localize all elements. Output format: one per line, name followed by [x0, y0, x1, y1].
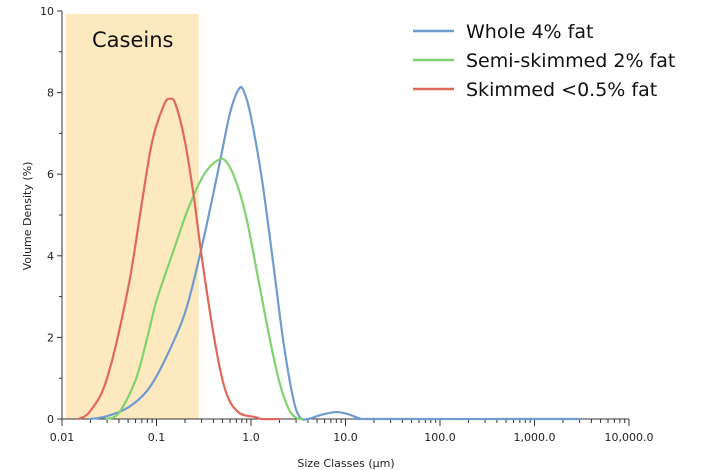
y-tick-label: 2	[47, 331, 54, 344]
y-tick-label: 6	[47, 168, 54, 181]
x-axis-title: Size Classes (µm)	[297, 457, 394, 470]
x-tick-label: 100.0	[424, 431, 456, 444]
y-tick-label: 0	[47, 413, 54, 426]
x-tick-label: 1.0	[242, 431, 260, 444]
series-layer	[77, 85, 581, 421]
y-tick-label: 4	[47, 250, 54, 263]
x-tick-label: 0.1	[148, 431, 166, 444]
series-line-2	[105, 157, 304, 421]
x-tick-label: 1,000.0	[514, 431, 556, 444]
band-label-caseins: Caseins	[92, 28, 173, 52]
legend-label-2: Semi-skimmed 2% fat	[466, 50, 675, 72]
highlight-band-layer	[66, 14, 199, 419]
axes: 0 2 4 6 8 10 0.01 0.1 1.0 10.0 100.0 1,000.0 10,000.…	[40, 5, 653, 444]
y-tick-label: 8	[47, 87, 54, 100]
series-line-3	[77, 97, 281, 421]
y-tick-label: 10	[40, 5, 54, 18]
series-line-1	[89, 85, 581, 421]
x-tick-label: 10,000.0	[605, 431, 654, 444]
legend: Whole 4% fat Semi-skimmed 2% fat Skimmed <…	[413, 21, 675, 101]
casein-band	[66, 14, 199, 419]
y-axis-title: Volume Density (%)	[21, 162, 34, 271]
legend-label-1: Whole 4% fat	[466, 21, 593, 43]
x-tick-label: 10.0	[333, 431, 358, 444]
x-tick-label: 0.01	[50, 431, 75, 444]
legend-label-3: Skimmed <0.5% fat	[466, 79, 657, 101]
